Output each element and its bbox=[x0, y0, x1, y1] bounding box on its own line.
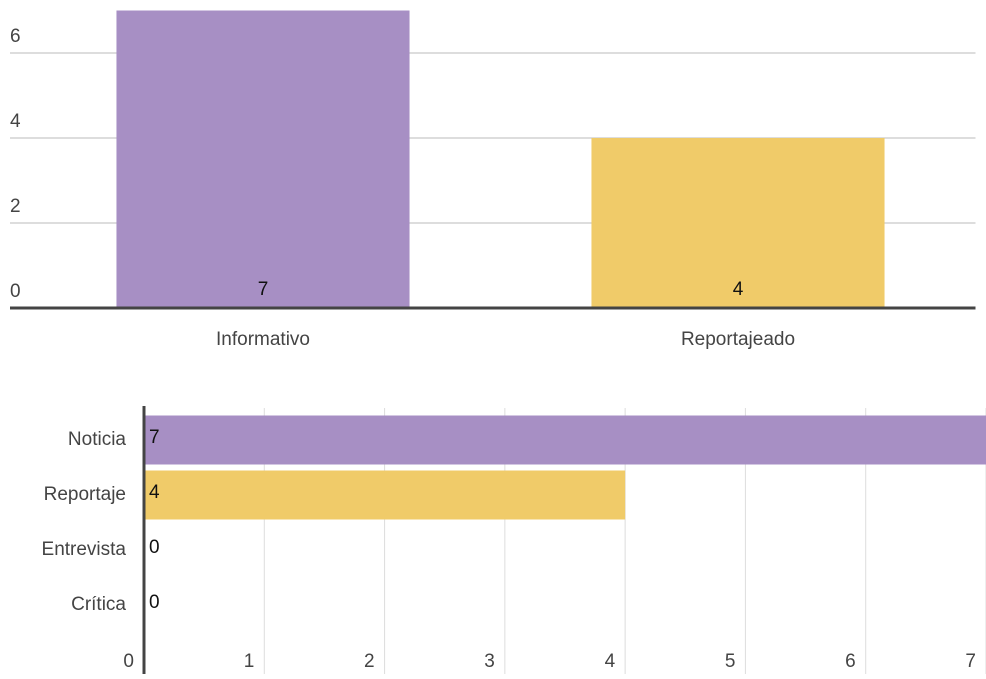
x-tick-label: 6 bbox=[845, 651, 856, 672]
bar bbox=[116, 10, 410, 308]
data-label: 7 bbox=[258, 279, 269, 300]
x-tick-label: Reportajeado bbox=[681, 329, 795, 350]
category-label: Noticia bbox=[68, 429, 127, 450]
x-tick-label: 2 bbox=[364, 651, 375, 672]
x-tick-label: 7 bbox=[965, 651, 976, 672]
category-label: Reportaje bbox=[44, 484, 126, 505]
y-tick-label: 0 bbox=[10, 281, 21, 302]
data-label: 4 bbox=[149, 482, 160, 503]
x-tick-label: Informativo bbox=[216, 329, 310, 350]
x-tick-label: 4 bbox=[605, 651, 616, 672]
x-tick-label: 0 bbox=[123, 651, 134, 672]
data-label: 0 bbox=[149, 592, 160, 613]
y-tick-label: 2 bbox=[10, 196, 21, 217]
data-label: 0 bbox=[149, 537, 160, 558]
data-label: 7 bbox=[149, 427, 160, 448]
bar bbox=[591, 138, 885, 308]
x-tick-label: 3 bbox=[484, 651, 495, 672]
bar bbox=[144, 415, 986, 465]
data-label: 4 bbox=[733, 279, 744, 300]
category-label: Entrevista bbox=[42, 539, 127, 560]
y-tick-label: 6 bbox=[10, 26, 21, 47]
bar bbox=[144, 470, 626, 520]
x-tick-label: 5 bbox=[725, 651, 736, 672]
y-tick-label: 4 bbox=[10, 111, 21, 132]
category-label: Crítica bbox=[71, 594, 126, 615]
x-tick-label: 1 bbox=[244, 651, 255, 672]
